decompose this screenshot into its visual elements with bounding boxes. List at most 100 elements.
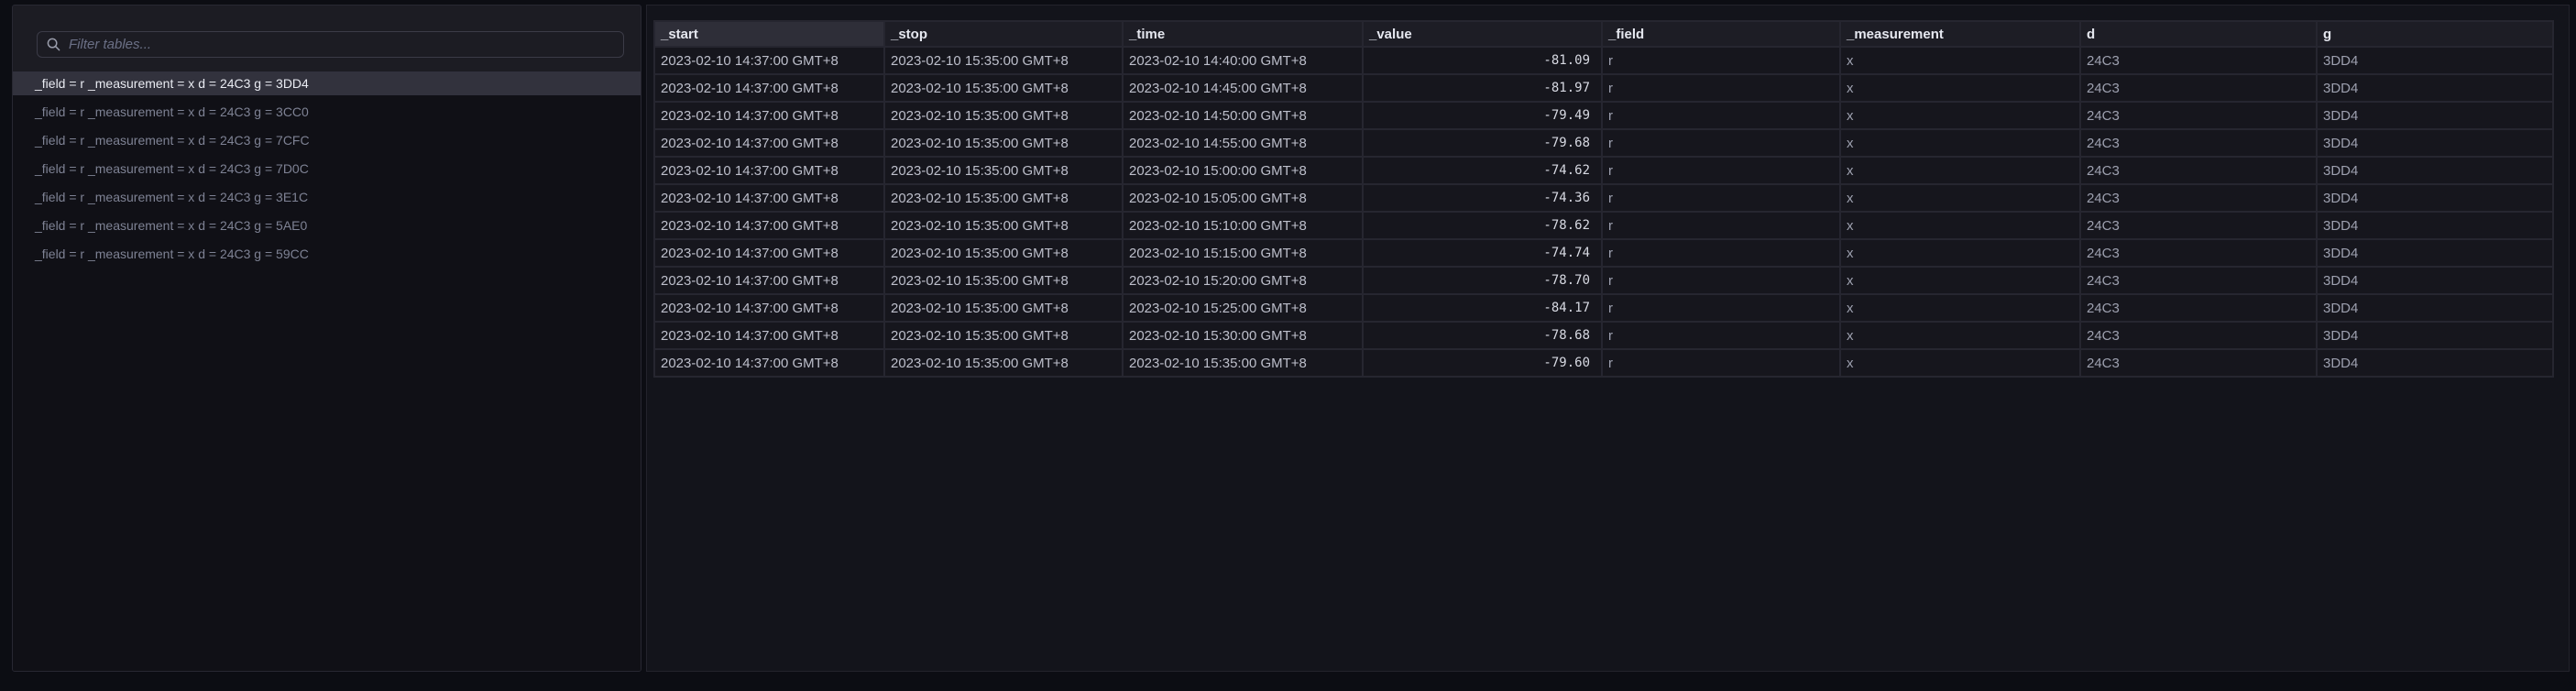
table-row: 2023-02-10 14:37:00 GMT+8 2023-02-10 15:3… — [653, 350, 2554, 378]
cell-_value: -78.70 — [1364, 268, 1603, 295]
table-row: 2023-02-10 14:37:00 GMT+8 2023-02-10 15:3… — [653, 268, 2554, 295]
cell-_field: r — [1603, 103, 1841, 130]
cell-_field: r — [1603, 240, 1841, 268]
cell-_time: 2023-02-10 15:05:00 GMT+8 — [1124, 185, 1364, 213]
table-row: 2023-02-10 14:37:00 GMT+8 2023-02-10 15:3… — [653, 295, 2554, 323]
table-group-item[interactable]: _field = r _measurement = x d = 24C3 g =… — [35, 161, 309, 176]
cell-_measurement: x — [1841, 350, 2081, 378]
column-header-_field: _field — [1603, 20, 1841, 48]
cell-_field: r — [1603, 158, 1841, 185]
cell-_start: 2023-02-10 14:37:00 GMT+8 — [653, 268, 885, 295]
cell-_stop: 2023-02-10 15:35:00 GMT+8 — [885, 268, 1124, 295]
cell-_field: r — [1603, 185, 1841, 213]
cell-_time: 2023-02-10 14:40:00 GMT+8 — [1124, 48, 1364, 75]
cell-g: 3DD4 — [2318, 158, 2554, 185]
column-header-d: d — [2081, 20, 2318, 48]
table-row: 2023-02-10 14:37:00 GMT+8 2023-02-10 15:3… — [653, 213, 2554, 240]
cell-_value: -78.68 — [1364, 323, 1603, 350]
column-header-g: g — [2318, 20, 2554, 48]
cell-g: 3DD4 — [2318, 75, 2554, 103]
cell-_stop: 2023-02-10 15:35:00 GMT+8 — [885, 48, 1124, 75]
cell-_time: 2023-02-10 15:35:00 GMT+8 — [1124, 350, 1364, 378]
cell-g: 3DD4 — [2318, 268, 2554, 295]
cell-g: 3DD4 — [2318, 213, 2554, 240]
cell-_time: 2023-02-10 14:45:00 GMT+8 — [1124, 75, 1364, 103]
cell-_measurement: x — [1841, 130, 2081, 158]
cell-_value: -81.09 — [1364, 48, 1603, 75]
column-header-_stop: _stop — [885, 20, 1124, 48]
table-row: 2023-02-10 14:37:00 GMT+8 2023-02-10 15:3… — [653, 158, 2554, 185]
cell-d: 24C3 — [2081, 158, 2318, 185]
cell-_start: 2023-02-10 14:37:00 GMT+8 — [653, 103, 885, 130]
cell-_start: 2023-02-10 14:37:00 GMT+8 — [653, 185, 885, 213]
cell-_stop: 2023-02-10 15:35:00 GMT+8 — [885, 130, 1124, 158]
cell-d: 24C3 — [2081, 295, 2318, 323]
cell-g: 3DD4 — [2318, 185, 2554, 213]
cell-_measurement: x — [1841, 240, 2081, 268]
raw-data-table: _start _stop _time _value _field _measurement… — [653, 20, 2554, 378]
cell-_measurement: x — [1841, 48, 2081, 75]
cell-_value: -81.97 — [1364, 75, 1603, 103]
cell-_field: r — [1603, 268, 1841, 295]
table-group-item[interactable]: _field = r _measurement = x d = 24C3 g =… — [35, 218, 308, 233]
cell-_field: r — [1603, 75, 1841, 103]
cell-_value: -74.62 — [1364, 158, 1603, 185]
cell-_time: 2023-02-10 14:50:00 GMT+8 — [1124, 103, 1364, 130]
cell-_start: 2023-02-10 14:37:00 GMT+8 — [653, 350, 885, 378]
cell-_field: r — [1603, 48, 1841, 75]
cell-_stop: 2023-02-10 15:35:00 GMT+8 — [885, 158, 1124, 185]
table-row: 2023-02-10 14:37:00 GMT+8 2023-02-10 15:3… — [653, 103, 2554, 130]
table-row: 2023-02-10 14:37:00 GMT+8 2023-02-10 15:3… — [653, 75, 2554, 103]
table-row: 2023-02-10 14:37:00 GMT+8 2023-02-10 15:3… — [653, 130, 2554, 158]
filter-tables-input[interactable] — [69, 37, 614, 52]
column-header-_value: _value — [1364, 20, 1603, 48]
cell-g: 3DD4 — [2318, 48, 2554, 75]
cell-_measurement: x — [1841, 185, 2081, 213]
table-group-item[interactable]: _field = r _measurement = x d = 24C3 g =… — [35, 104, 309, 119]
cell-g: 3DD4 — [2318, 103, 2554, 130]
cell-_start: 2023-02-10 14:37:00 GMT+8 — [653, 130, 885, 158]
cell-d: 24C3 — [2081, 185, 2318, 213]
table-row: 2023-02-10 14:37:00 GMT+8 2023-02-10 15:3… — [653, 185, 2554, 213]
column-header-_time: _time — [1124, 20, 1364, 48]
cell-_start: 2023-02-10 14:37:00 GMT+8 — [653, 295, 885, 323]
table-group-item[interactable]: _field = r _measurement = x d = 24C3 g =… — [35, 190, 309, 204]
cell-_field: r — [1603, 323, 1841, 350]
cell-d: 24C3 — [2081, 268, 2318, 295]
cell-_stop: 2023-02-10 15:35:00 GMT+8 — [885, 240, 1124, 268]
cell-_stop: 2023-02-10 15:35:00 GMT+8 — [885, 213, 1124, 240]
table-row: 2023-02-10 14:37:00 GMT+8 2023-02-10 15:3… — [653, 48, 2554, 75]
cell-g: 3DD4 — [2318, 350, 2554, 378]
filter-tables-search-box[interactable] — [37, 31, 624, 58]
cell-g: 3DD4 — [2318, 240, 2554, 268]
cell-g: 3DD4 — [2318, 295, 2554, 323]
cell-_start: 2023-02-10 14:37:00 GMT+8 — [653, 48, 885, 75]
cell-_field: r — [1603, 350, 1841, 378]
cell-_value: -79.68 — [1364, 130, 1603, 158]
table-list: _field = r _measurement = x d = 24C3 g =… — [13, 71, 641, 671]
cell-_time: 2023-02-10 15:25:00 GMT+8 — [1124, 295, 1364, 323]
cell-_value: -74.74 — [1364, 240, 1603, 268]
filter-tables-search-row — [13, 5, 641, 58]
cell-_measurement: x — [1841, 323, 2081, 350]
cell-_measurement: x — [1841, 295, 2081, 323]
cell-_time: 2023-02-10 15:20:00 GMT+8 — [1124, 268, 1364, 295]
table-group-item[interactable]: _field = r _measurement = x d = 24C3 g =… — [35, 247, 309, 261]
table-group-item-selected[interactable]: _field = r _measurement = x d = 24C3 g =… — [13, 71, 641, 95]
cell-_stop: 2023-02-10 15:35:00 GMT+8 — [885, 75, 1124, 103]
cell-_start: 2023-02-10 14:37:00 GMT+8 — [653, 75, 885, 103]
cell-g: 3DD4 — [2318, 130, 2554, 158]
table-group-item[interactable]: _field = r _measurement = x d = 24C3 g =… — [35, 133, 310, 148]
cell-_stop: 2023-02-10 15:35:00 GMT+8 — [885, 323, 1124, 350]
cell-_measurement: x — [1841, 213, 2081, 240]
cell-d: 24C3 — [2081, 323, 2318, 350]
cell-_value: -84.17 — [1364, 295, 1603, 323]
cell-_field: r — [1603, 213, 1841, 240]
table-row: 2023-02-10 14:37:00 GMT+8 2023-02-10 15:3… — [653, 240, 2554, 268]
cell-d: 24C3 — [2081, 130, 2318, 158]
cell-_measurement: x — [1841, 158, 2081, 185]
cell-_stop: 2023-02-10 15:35:00 GMT+8 — [885, 103, 1124, 130]
cell-_measurement: x — [1841, 268, 2081, 295]
cell-_stop: 2023-02-10 15:35:00 GMT+8 — [885, 295, 1124, 323]
